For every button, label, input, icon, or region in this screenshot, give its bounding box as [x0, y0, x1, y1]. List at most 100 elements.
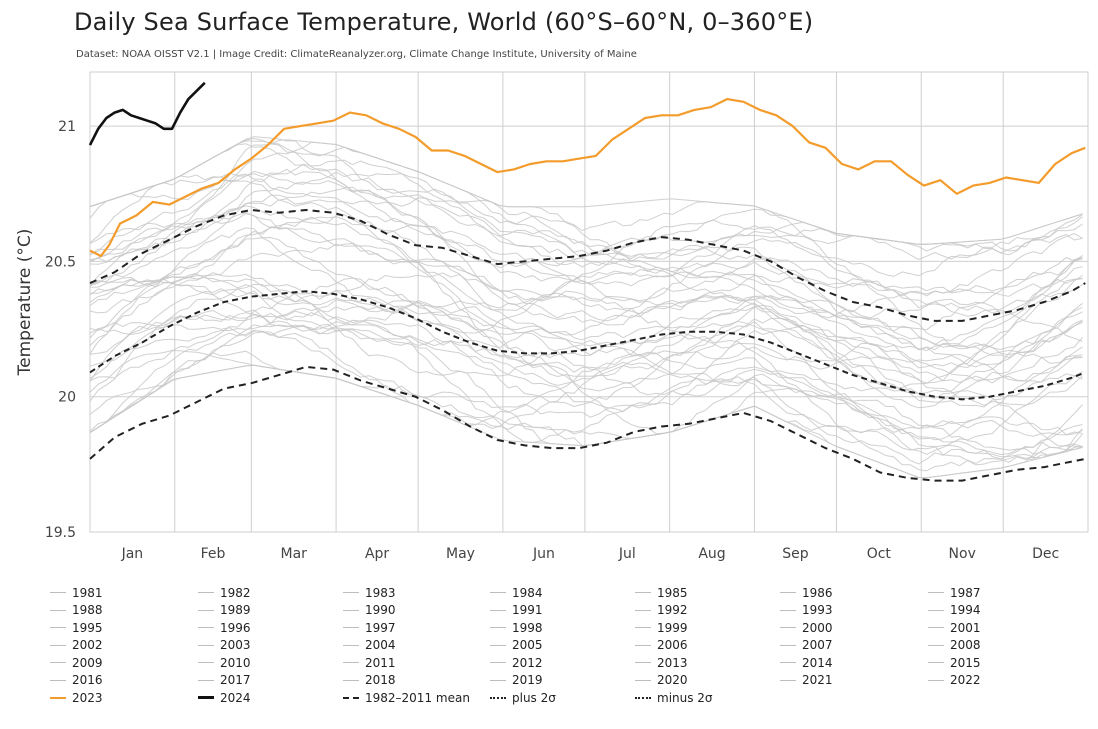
x-tick-label: Jan: [121, 546, 144, 562]
legend-label: 2012: [512, 655, 543, 670]
legend-swatch: [198, 627, 214, 628]
legend-item[interactable]: 1998: [490, 619, 543, 636]
legend-label: 2005: [512, 638, 543, 652]
legend-swatch: [635, 696, 651, 699]
legend-item[interactable]: 2011: [343, 654, 396, 671]
series-line-1993: [89, 277, 1083, 456]
legend-item[interactable]: 2004: [343, 637, 396, 654]
legend-label: 2018: [365, 673, 396, 687]
legend-item[interactable]: 1986: [780, 584, 833, 601]
legend-item[interactable]: minus 2σ: [635, 689, 713, 706]
legend-item[interactable]: 1984: [490, 584, 543, 601]
legend-item[interactable]: 2022: [928, 672, 981, 689]
legend-label: 2000: [802, 620, 833, 635]
legend-swatch: [490, 609, 506, 611]
legend-item[interactable]: 2017: [198, 672, 251, 689]
legend-item[interactable]: 1982–2011 mean: [343, 689, 470, 706]
series-line-2013: [89, 199, 1083, 311]
legend-swatch: [343, 644, 359, 646]
legend-label: 2006: [657, 638, 688, 652]
legend-swatch: [50, 696, 66, 699]
legend-swatch: [780, 644, 796, 646]
legend-label: 1987: [950, 585, 981, 600]
legend-swatch: [928, 679, 944, 681]
legend-item[interactable]: 1999: [635, 619, 688, 636]
x-tick-label: Nov: [949, 546, 976, 562]
legend-item[interactable]: 2010: [198, 654, 251, 671]
legend-item[interactable]: 2020: [635, 672, 688, 689]
legend-item[interactable]: 1995: [50, 619, 103, 636]
legend-item[interactable]: 2005: [490, 637, 543, 654]
legend-item[interactable]: 2000: [780, 619, 833, 636]
legend-item[interactable]: 2006: [635, 637, 688, 654]
legend-label: 1990: [365, 603, 396, 617]
legend-item[interactable]: 2021: [780, 672, 833, 689]
series-line-2015: [89, 141, 1083, 346]
legend-swatch: [343, 592, 359, 593]
y-tick-label: 19.5: [45, 525, 76, 541]
legend-item[interactable]: 2019: [490, 672, 543, 689]
legend-item[interactable]: 2024: [198, 689, 251, 706]
legend-label: 2020: [657, 673, 688, 687]
legend-label: 2004: [365, 638, 396, 652]
legend-item[interactable]: 1994: [928, 602, 981, 619]
legend-item[interactable]: 2008: [928, 637, 981, 654]
legend-swatch: [780, 609, 796, 611]
legend-label: 2022: [950, 673, 981, 687]
legend-label: 1985: [657, 585, 688, 600]
series-line-minus-2-: [89, 365, 1086, 482]
legend-swatch: [198, 609, 214, 611]
legend-item[interactable]: 1996: [198, 619, 251, 636]
legend-item[interactable]: 1981: [50, 584, 103, 601]
legend-label: 2021: [802, 673, 833, 687]
legend-label: 1989: [220, 603, 251, 617]
legend-item[interactable]: plus 2σ: [490, 689, 556, 706]
plot-frame: [89, 71, 1089, 533]
legend-item[interactable]: 2003: [198, 637, 251, 654]
legend-item[interactable]: 1987: [928, 584, 981, 601]
y-tick-label: 20: [58, 390, 76, 406]
series-line-1995: [89, 282, 1083, 412]
x-tick-label: Jun: [532, 546, 555, 562]
legend-item[interactable]: 1993: [780, 602, 833, 619]
legend-item[interactable]: 1992: [635, 602, 688, 619]
series-line-1987: [89, 350, 1083, 448]
legend-item[interactable]: 2001: [928, 619, 981, 636]
series-line-2005: [89, 238, 1083, 359]
x-tick-label: Aug: [698, 546, 725, 562]
series-line-2018: [89, 170, 1083, 260]
legend-swatch: [50, 679, 66, 681]
legend-swatch: [50, 644, 66, 646]
legend-label: 1992: [657, 603, 688, 617]
legend-swatch: [490, 592, 506, 593]
legend-item[interactable]: 2013: [635, 654, 688, 671]
x-tick-label: Mar: [280, 546, 307, 562]
x-tick-label: Apr: [365, 546, 389, 562]
legend-item[interactable]: 2015: [928, 654, 981, 671]
legend-item[interactable]: 1989: [198, 602, 251, 619]
legend-label: 1996: [220, 620, 251, 635]
legend-item[interactable]: 1983: [343, 584, 396, 601]
series-line-2009: [89, 213, 1083, 302]
legend-item[interactable]: 2002: [50, 637, 103, 654]
legend-item[interactable]: 2007: [780, 637, 833, 654]
legend-item[interactable]: 1982: [198, 584, 251, 601]
legend-item[interactable]: 2014: [780, 654, 833, 671]
legend-item[interactable]: 1985: [635, 584, 688, 601]
legend-item[interactable]: 1990: [343, 602, 396, 619]
legend-item[interactable]: 1988: [50, 602, 103, 619]
y-axis-label: Temperature (°C): [15, 229, 35, 377]
series-line-2024: [88, 81, 206, 146]
series-line-1982-2011-mean: [89, 290, 1086, 401]
legend-item[interactable]: 1991: [490, 602, 543, 619]
legend-item[interactable]: 2023: [50, 689, 103, 706]
legend-item[interactable]: 2012: [490, 654, 543, 671]
series-line-1998: [89, 276, 1083, 392]
legend-swatch: [343, 679, 359, 681]
legend-label: 2019: [512, 673, 543, 687]
legend-item[interactable]: 2018: [343, 672, 396, 689]
legend-item[interactable]: 2009: [50, 654, 103, 671]
legend-item[interactable]: 1997: [343, 619, 396, 636]
legend-label: 1998: [512, 620, 543, 635]
legend-item[interactable]: 2016: [50, 672, 103, 689]
